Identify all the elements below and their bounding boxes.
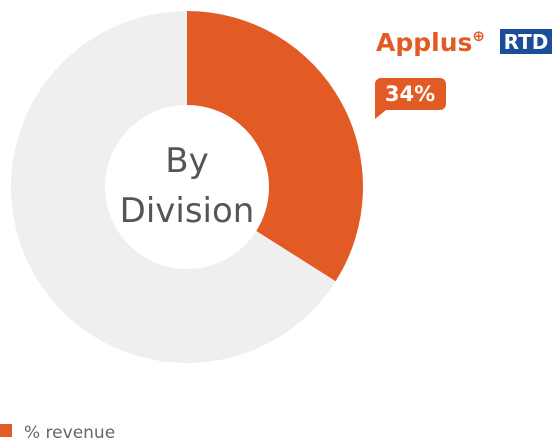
segment-logo: Applus⊕	[376, 27, 485, 57]
legend-swatch	[0, 424, 12, 437]
donut-segment	[10, 11, 336, 363]
legend-label: % revenue	[24, 423, 115, 441]
value-label: 34%	[385, 82, 435, 106]
callout	[374, 78, 446, 119]
logo-division: RTD	[504, 30, 549, 54]
logo-brand: Applus	[376, 28, 472, 57]
center-label: Division	[120, 191, 255, 231]
logo-box	[500, 29, 552, 54]
donut-segment	[187, 11, 363, 282]
center-label: By	[165, 141, 208, 181]
logo-mark: ⊕	[472, 27, 485, 45]
